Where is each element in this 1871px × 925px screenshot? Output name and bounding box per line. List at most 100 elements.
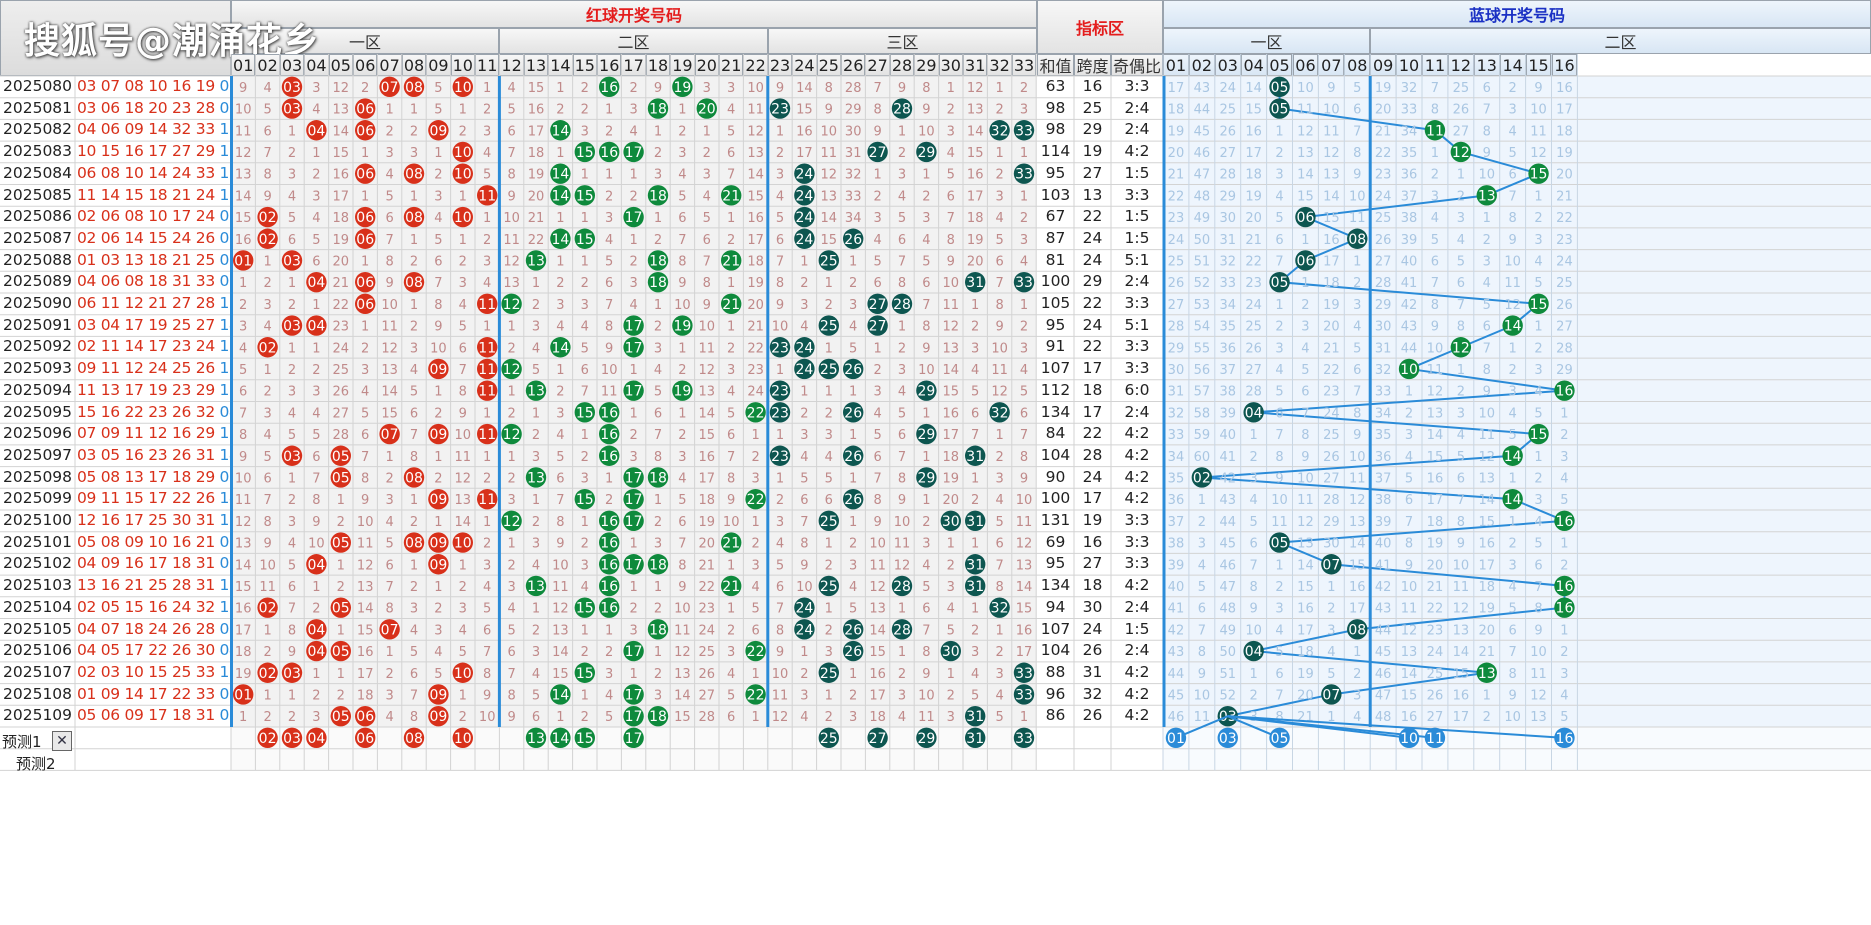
span-value: 19 bbox=[1074, 510, 1111, 532]
blue-omission: 1 bbox=[1534, 450, 1542, 465]
red-omission: 3 bbox=[995, 667, 1003, 682]
red-omission: 16 bbox=[235, 233, 252, 248]
prediction1-close-button[interactable]: ✕ bbox=[52, 731, 72, 751]
red-ball bbox=[599, 446, 619, 466]
blue-omission: 34 bbox=[1168, 450, 1185, 465]
red-omission: 2 bbox=[337, 515, 345, 530]
red-omission: 10 bbox=[674, 298, 691, 313]
red-ball-label: 12 bbox=[503, 362, 521, 378]
red-omission: 4 bbox=[312, 406, 320, 421]
red-omission: 3 bbox=[629, 450, 637, 465]
red-omission: 6 bbox=[825, 493, 833, 508]
blue-omission: 10 bbox=[1245, 623, 1262, 638]
blue-ball-label: 14 bbox=[1504, 492, 1522, 508]
blue-omission: 25 bbox=[1168, 254, 1185, 269]
red-omission: 1 bbox=[751, 710, 759, 725]
red-omission: 1 bbox=[434, 146, 442, 161]
red-ball-label: 05 bbox=[332, 601, 350, 617]
issue-number: 2025092 bbox=[3, 336, 75, 358]
red-omission: 1 bbox=[483, 450, 491, 465]
red-ball bbox=[453, 77, 473, 97]
red-ball-label: 25 bbox=[820, 253, 838, 269]
red-ball-title: 红球开奖号码 bbox=[231, 0, 1037, 28]
red-omission: 14 bbox=[333, 124, 350, 139]
red-omission: 9 bbox=[800, 558, 808, 573]
red-omission: 2 bbox=[410, 515, 418, 530]
red-omission: 12 bbox=[357, 558, 374, 573]
red-omission: 11 bbox=[869, 558, 886, 573]
red-omission: 9 bbox=[703, 298, 711, 313]
blue-omission: 21 bbox=[1245, 233, 1262, 248]
red-omission: 3 bbox=[703, 168, 711, 183]
prediction-red-ball bbox=[867, 728, 887, 748]
blue-omission: 9 bbox=[1405, 558, 1413, 573]
red-omission: 1 bbox=[288, 688, 296, 703]
red-omission: 10 bbox=[796, 580, 813, 595]
red-omission: 5 bbox=[727, 124, 735, 139]
red-omission: 1 bbox=[654, 645, 662, 660]
red-ball bbox=[623, 380, 643, 400]
sum-value: 104 bbox=[1037, 640, 1074, 662]
blue-omission: 7 bbox=[1457, 298, 1465, 313]
sum-value: 103 bbox=[1037, 185, 1074, 207]
sum-value: 91 bbox=[1037, 336, 1074, 358]
red-omission: 12 bbox=[503, 254, 520, 269]
blue-omission: 10 bbox=[1453, 558, 1470, 573]
red-ball bbox=[379, 424, 399, 444]
red-omission: 9 bbox=[459, 406, 467, 421]
red-omission: 2 bbox=[337, 688, 345, 703]
red-omission: 1 bbox=[800, 645, 808, 660]
red-ball-label: 26 bbox=[844, 362, 862, 378]
red-omission: 5 bbox=[410, 385, 418, 400]
red-ball bbox=[892, 576, 912, 596]
blue-omission: 4 bbox=[1560, 471, 1568, 486]
red-omission: 1 bbox=[678, 341, 686, 356]
red-ball bbox=[623, 684, 643, 704]
red-omission: 2 bbox=[849, 688, 857, 703]
winning-red-numbers: 01 03 13 18 21 25 bbox=[77, 251, 220, 269]
red-omission: 15 bbox=[699, 428, 716, 443]
red-ball-label: 15 bbox=[576, 492, 594, 508]
red-ball bbox=[575, 489, 595, 509]
red-omission: 2 bbox=[581, 450, 589, 465]
red-omission: 4 bbox=[727, 103, 735, 118]
blue-omission: 6 bbox=[1483, 81, 1491, 96]
red-omission: 4 bbox=[605, 688, 613, 703]
ratio-value: 4:2 bbox=[1111, 488, 1163, 510]
issue-number: 2025086 bbox=[3, 206, 75, 228]
blue-omission: 3 bbox=[1509, 385, 1517, 400]
red-ball bbox=[379, 77, 399, 97]
red-ball-label: 03 bbox=[283, 253, 301, 269]
red-omission: 3 bbox=[1020, 233, 1028, 248]
red-omission: 4 bbox=[800, 710, 808, 725]
red-omission: 4 bbox=[898, 189, 906, 204]
red-ball bbox=[989, 120, 1009, 140]
blue-zone1-header: 一区 bbox=[1163, 28, 1370, 54]
red-ball-label: 11 bbox=[478, 427, 496, 443]
blue-omission: 20 bbox=[1168, 146, 1185, 161]
blue-omission: 50 bbox=[1194, 233, 1211, 248]
red-ball-label: 12 bbox=[503, 297, 521, 313]
red-ball-label: 03 bbox=[283, 319, 301, 335]
blue-omission: 2 bbox=[1353, 667, 1361, 682]
red-omission: 10 bbox=[772, 667, 789, 682]
red-ball bbox=[819, 576, 839, 596]
blue-omission: 32 bbox=[1168, 406, 1185, 421]
red-ball-label: 32 bbox=[991, 123, 1009, 139]
blue-omission: 1 bbox=[1457, 363, 1465, 378]
red-omission: 2 bbox=[288, 363, 296, 378]
red-omission: 2 bbox=[239, 298, 247, 313]
red-ball bbox=[306, 272, 326, 292]
blue-omission: 37 bbox=[1168, 515, 1185, 530]
red-omission: 7 bbox=[776, 254, 784, 269]
red-omission: 17 bbox=[333, 189, 350, 204]
red-ball bbox=[526, 576, 546, 596]
blue-ball bbox=[1425, 120, 1445, 140]
red-omission: 9 bbox=[776, 645, 784, 660]
red-omission: 6 bbox=[361, 428, 369, 443]
prediction-red-ball-label: 33 bbox=[1015, 731, 1033, 747]
red-omission: 16 bbox=[967, 168, 984, 183]
blue-omission: 7 bbox=[1353, 385, 1361, 400]
ratio-value: 1:5 bbox=[1111, 163, 1163, 185]
prediction-link-line bbox=[1228, 716, 1280, 738]
